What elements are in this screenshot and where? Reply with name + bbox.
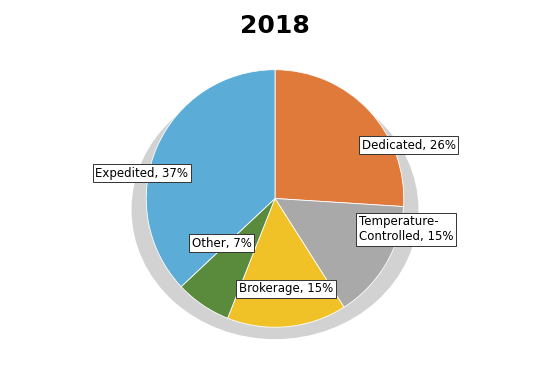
Text: Expedited, 37%: Expedited, 37%	[95, 167, 188, 180]
Wedge shape	[181, 198, 275, 318]
Wedge shape	[275, 70, 404, 207]
Title: 2018: 2018	[240, 14, 310, 39]
Wedge shape	[228, 198, 344, 327]
Text: Other, 7%: Other, 7%	[192, 237, 252, 250]
Wedge shape	[146, 70, 275, 287]
Text: Dedicated, 26%: Dedicated, 26%	[362, 139, 456, 152]
Wedge shape	[275, 198, 404, 307]
Text: Brokerage, 15%: Brokerage, 15%	[239, 282, 333, 295]
Text: Temperature-
Controlled, 15%: Temperature- Controlled, 15%	[359, 215, 454, 243]
Ellipse shape	[131, 80, 419, 339]
